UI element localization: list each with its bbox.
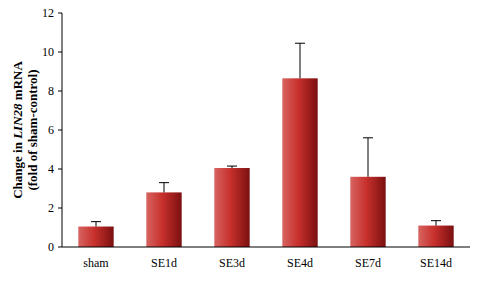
bar — [214, 168, 249, 247]
error-bar — [227, 166, 237, 168]
error-bar — [159, 183, 169, 193]
y-axis-label-part: sham-control) — [25, 69, 40, 150]
y-axis-label-part: (fold — [25, 164, 40, 191]
y-tick — [58, 169, 62, 170]
y-tick — [58, 91, 62, 92]
chart-container: 0 2 4 6 8 10 12 sham SE1d SE3d SE4d SE7d SE14d Change… — [0, 0, 482, 290]
y-axis-label-part: Change — [10, 156, 25, 199]
y-axis-label-part: in — [10, 141, 25, 156]
chart-svg: 0 2 4 6 8 10 12 sham SE1d SE3d SE4d SE7d SE14d Change… — [0, 0, 482, 290]
error-bar — [91, 222, 101, 227]
x-tick-label: SE7d — [355, 256, 381, 270]
y-tick-label: 0 — [48, 240, 54, 254]
bar — [350, 177, 385, 247]
x-tick-label: SE14d — [420, 256, 452, 270]
error-bar — [295, 43, 305, 78]
y-tick-label: 6 — [48, 123, 54, 137]
y-tick-label: 4 — [48, 162, 54, 176]
y-axis-label-part: mRNA — [10, 61, 25, 104]
y-tick — [58, 52, 62, 53]
bar — [282, 78, 317, 247]
x-tick-label: sham — [83, 256, 109, 270]
y-tick-label: 12 — [42, 6, 54, 20]
y-tick-label: 2 — [48, 201, 54, 215]
y-axis-label-part: of — [25, 150, 40, 165]
y-tick — [58, 208, 62, 209]
bar — [78, 227, 113, 247]
bar — [418, 226, 453, 247]
y-tick — [58, 13, 62, 14]
bars — [78, 43, 453, 247]
y-axis-label-part: LIN28 — [10, 103, 25, 142]
error-bar — [363, 138, 373, 177]
x-axis — [62, 247, 470, 248]
x-tick-label: SE4d — [287, 256, 313, 270]
x-tick-label: SE1d — [151, 256, 177, 270]
y-tick-label: 8 — [48, 84, 54, 98]
y-tick — [58, 247, 62, 248]
y-axis-label: Change in LIN28 mRNA (fold of sham-contro… — [10, 61, 40, 199]
y-tick — [58, 130, 62, 131]
error-bar — [431, 221, 441, 226]
bar — [146, 192, 181, 247]
y-tick-label: 10 — [42, 45, 54, 59]
x-tick-label: SE3d — [219, 256, 245, 270]
